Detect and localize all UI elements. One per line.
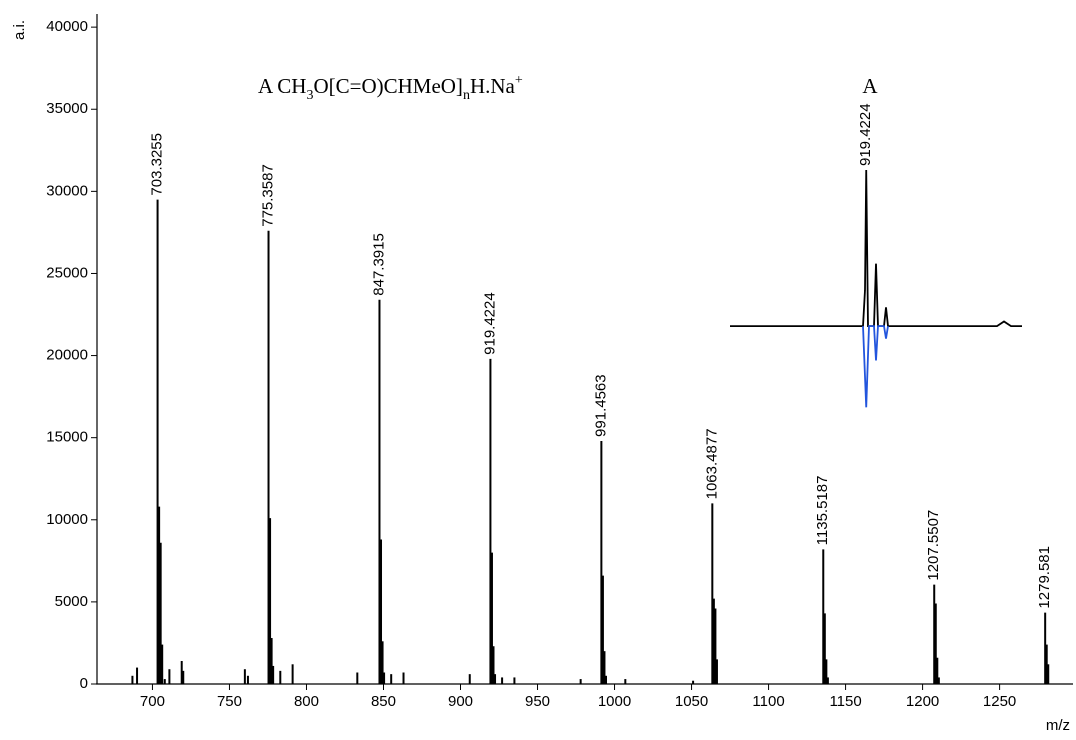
x-axis-label: m/z	[1046, 717, 1070, 734]
x-tick-label: 900	[448, 693, 473, 710]
annotation: A CH3O[C=O)CHMeO]nH.Na+	[258, 73, 523, 103]
y-tick-label: 35000	[46, 100, 88, 117]
inset-title: A	[862, 74, 878, 98]
y-tick-label: 20000	[46, 347, 88, 364]
annotation-part: O[C=O)CHMeO]	[313, 74, 463, 98]
annotation-part: n	[463, 88, 470, 103]
x-tick-label: 1000	[598, 693, 631, 710]
y-tick-label: 30000	[46, 182, 88, 199]
peak-label: 1207.5507	[925, 510, 942, 581]
peak-label: 919.4224	[481, 292, 498, 355]
y-tick-label: 5000	[55, 593, 88, 610]
x-tick-label: 700	[140, 693, 165, 710]
annotation-part: 3	[306, 88, 313, 103]
peak-label: 1135.5187	[814, 476, 831, 546]
annotation-part: A CH	[258, 74, 306, 98]
x-tick-label: 800	[294, 693, 319, 710]
inset-trace	[730, 169, 1022, 328]
x-tick-label: 1050	[675, 693, 708, 710]
peak-label: 703.3255	[149, 133, 166, 196]
y-tick-label: 10000	[46, 511, 88, 528]
peak-label: 847.3915	[370, 233, 387, 296]
peak-label: 1063.4877	[703, 428, 720, 499]
annotation-part: +	[515, 73, 523, 88]
x-tick-label: 850	[371, 693, 396, 710]
peak-label: 775.3587	[259, 164, 276, 227]
inset-peak-label: 919.4224	[857, 103, 874, 166]
y-tick-label: 25000	[46, 264, 88, 281]
annotation-part: H.Na	[470, 74, 516, 98]
inset-trace	[862, 325, 889, 408]
x-tick-label: 1150	[829, 693, 861, 710]
x-tick-label: 950	[525, 693, 550, 710]
peak-label: 991.4563	[592, 374, 609, 437]
y-axis-label: a.i.	[11, 20, 28, 40]
peak-label: 1279.581	[1036, 546, 1053, 609]
y-tick-label: 0	[80, 675, 88, 692]
x-tick-label: 1200	[906, 693, 939, 710]
y-tick-label: 15000	[46, 429, 88, 446]
x-tick-label: 1250	[983, 693, 1016, 710]
x-tick-label: 750	[217, 693, 242, 710]
x-tick-label: 1100	[752, 693, 784, 710]
y-tick-label: 40000	[46, 18, 88, 35]
